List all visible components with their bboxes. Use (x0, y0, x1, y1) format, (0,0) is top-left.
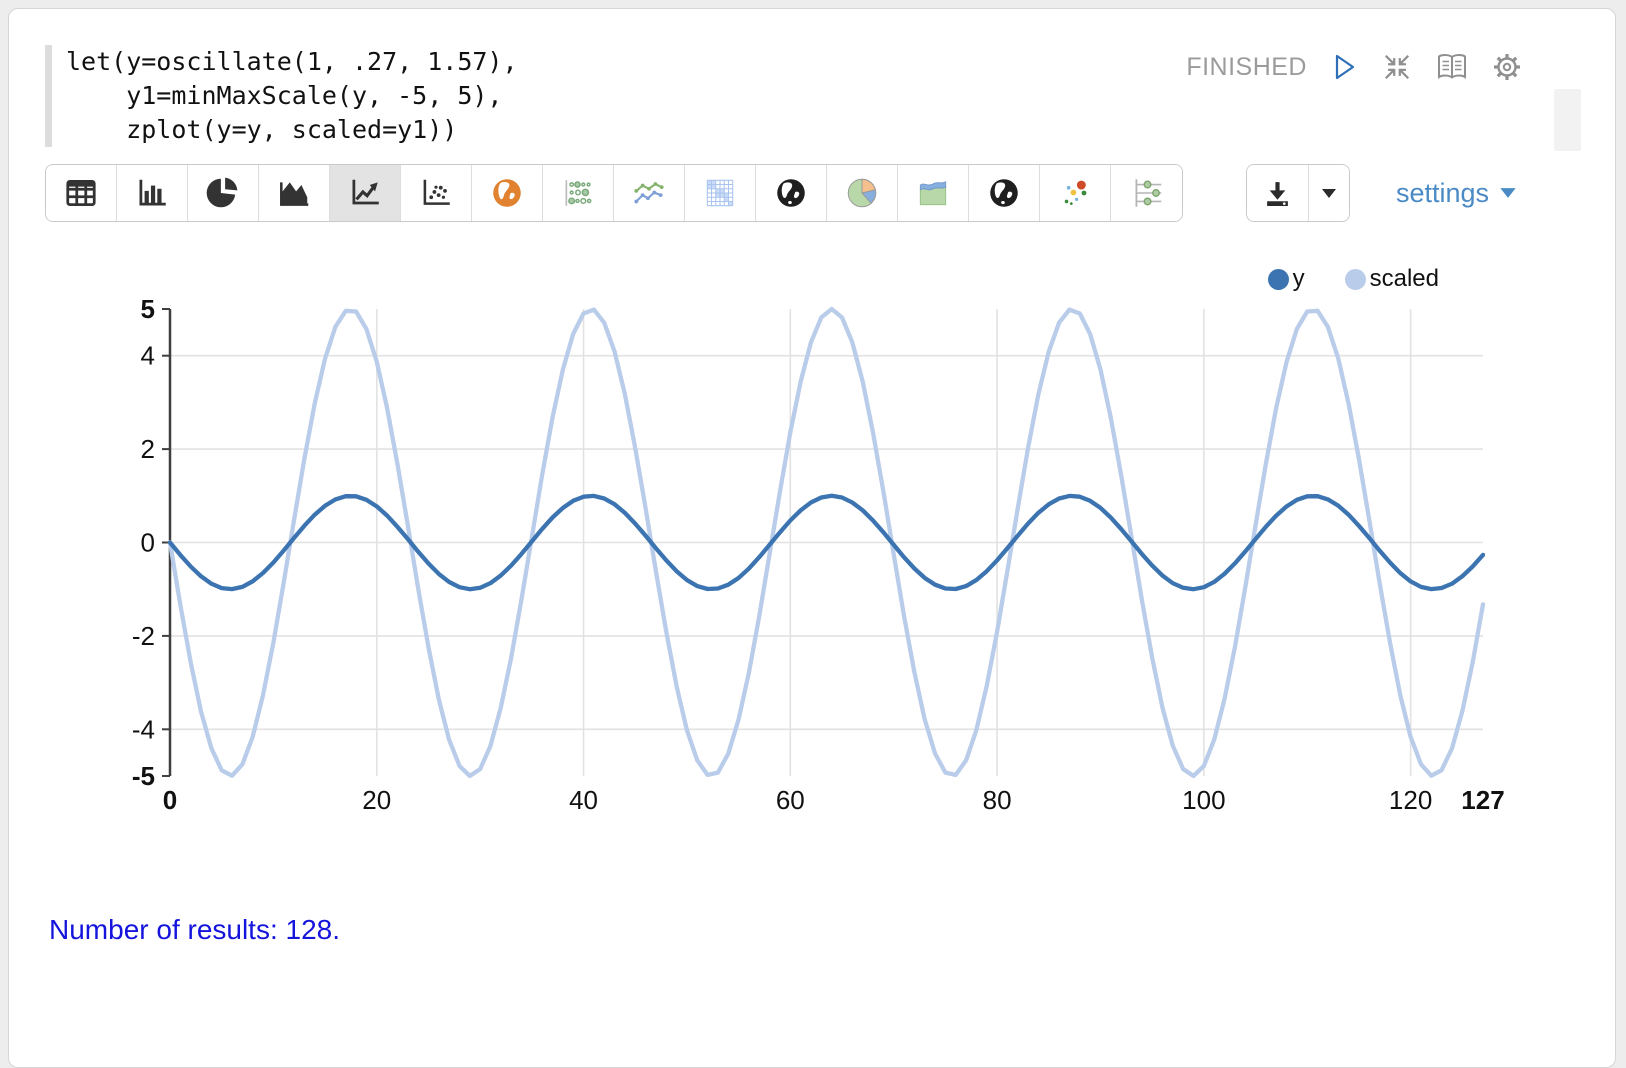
code-line-3: zplot(y=y, scaled=y1)) (66, 115, 458, 144)
line-icon (352, 179, 379, 205)
x-tick-label-60: 60 (776, 785, 805, 815)
x-tick-label-80: 80 (983, 785, 1012, 815)
legend-item-y[interactable]: y (1267, 265, 1305, 293)
area-icon (280, 182, 309, 206)
globe-dark-icon (777, 179, 805, 207)
scatter-color-icon (1064, 180, 1087, 205)
y-tick-label-2: 2 (141, 434, 155, 464)
compress-icon (1384, 54, 1410, 80)
chart-type-pie-chart[interactable] (188, 165, 259, 221)
chart-type-dot-matrix-chart[interactable] (543, 165, 614, 221)
multiline-icon (634, 182, 664, 204)
x-tick-label-40: 40 (569, 785, 598, 815)
download-button[interactable] (1246, 165, 1309, 221)
globe-orange-icon (493, 179, 521, 207)
y-tick-label--2: -2 (132, 621, 155, 651)
series-line-scaled (167, 306, 1486, 779)
settings-label: settings (1395, 177, 1489, 208)
code-editor[interactable]: let(y=oscillate(1, .27, 1.57), y1=minMax… (45, 45, 518, 147)
code-text[interactable]: let(y=oscillate(1, .27, 1.57), y1=minMax… (66, 45, 518, 147)
download-split-button (1245, 164, 1350, 222)
chart-area: y scaled 5 4 2 0 -2 -4 -5 0 20 40 60 80 100 120 127 (9, 251, 1617, 841)
y-tick-label--5: -5 (132, 761, 155, 791)
x-tick-label-0: 0 (163, 785, 177, 815)
dot-grid-icon (565, 180, 592, 206)
paragraph-settings-button[interactable] (1491, 51, 1523, 83)
legend-dot-y (1267, 268, 1289, 290)
visualization-toolbar: settings (45, 164, 1517, 222)
book-icon (1438, 54, 1466, 79)
y-tick-label--4: -4 (132, 714, 155, 744)
pie-color-icon (847, 178, 877, 208)
chart-type-heatmap-chart[interactable] (685, 165, 756, 221)
chart-type-bubble-chart[interactable] (1040, 165, 1111, 221)
settings-dropdown[interactable]: settings (1396, 178, 1517, 209)
caret-down-icon (1321, 188, 1336, 198)
toolbar-right-cluster: settings (1245, 164, 1517, 222)
results-count-text: Number of results: 128. (49, 914, 341, 945)
chart-type-scatter-chart[interactable] (401, 165, 472, 221)
table-icon (66, 179, 96, 207)
code-line-2: y1=minMaxScale(y, -5, 5), (66, 81, 503, 110)
chart-type-bar-chart[interactable] (117, 165, 188, 221)
y-tick-label-0: 0 (141, 528, 155, 558)
chart-type-table[interactable] (46, 165, 117, 221)
paragraph-controls: FINISHED (1186, 51, 1523, 83)
run-button[interactable] (1329, 52, 1359, 82)
legend-item-scaled[interactable]: scaled (1344, 265, 1439, 293)
chart-type-stacked-area-chart[interactable] (898, 165, 969, 221)
area-color-icon (919, 181, 947, 206)
legend-label-y: y (1292, 265, 1305, 292)
status-badge: FINISHED (1186, 52, 1307, 81)
bar-icon (139, 179, 166, 206)
chart-type-map-chart[interactable] (472, 165, 543, 221)
dot-rows-icon (1135, 179, 1161, 207)
x-tick-label-120: 120 (1389, 785, 1432, 815)
play-icon (1335, 54, 1355, 80)
legend-label-scaled: scaled (1369, 265, 1439, 292)
chart-type-dot-row-chart[interactable] (1111, 165, 1182, 221)
chart-type-pie-color-chart[interactable] (827, 165, 898, 221)
x-tick-label-100: 100 (1182, 785, 1225, 815)
gear-icon (1494, 54, 1520, 80)
chart-type-line-chart[interactable] (330, 165, 401, 221)
code-line-1: let(y=oscillate(1, .27, 1.57), (66, 47, 518, 76)
series-line-y (167, 493, 1486, 592)
chart-type-multi-line-chart[interactable] (614, 165, 685, 221)
legend-dot-scaled (1344, 268, 1366, 290)
heatmap-icon (706, 179, 734, 207)
chart-legend: y scaled (1267, 265, 1439, 293)
y-tick-label-4: 4 (141, 341, 155, 371)
scrollbar-thumb[interactable] (1554, 89, 1581, 151)
download-options-button[interactable] (1308, 165, 1349, 221)
catalog-button[interactable] (1435, 51, 1469, 83)
download-icon (1267, 181, 1288, 206)
chart-type-globe-chart-2[interactable] (969, 165, 1040, 221)
scatter-icon (423, 179, 450, 205)
pie-icon (206, 177, 238, 208)
y-tick-label-5: 5 (141, 294, 155, 324)
x-tick-label-127: 127 (1461, 785, 1504, 815)
chart-type-group (45, 164, 1183, 222)
globe-dark-icon (990, 179, 1018, 207)
chart-type-globe-chart-1[interactable] (756, 165, 827, 221)
code-gutter-bar (45, 45, 52, 147)
chart-type-area-chart[interactable] (259, 165, 330, 221)
paragraph-panel: let(y=oscillate(1, .27, 1.57), y1=minMax… (8, 8, 1616, 1068)
collapse-button[interactable] (1381, 52, 1413, 82)
x-tick-label-20: 20 (362, 785, 391, 815)
settings-caret-icon (1500, 188, 1516, 198)
